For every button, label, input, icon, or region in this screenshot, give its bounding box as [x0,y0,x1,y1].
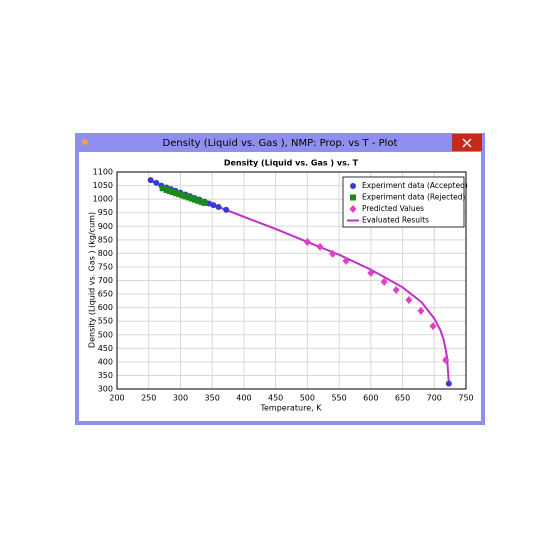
close-icon [462,138,472,148]
y-tick-label: 1050 [93,181,113,190]
point [429,322,437,331]
x-tick-label: 400 [236,394,251,403]
y-tick-label: 350 [98,371,113,380]
point [442,355,450,364]
y-tick-label: 400 [98,357,113,366]
x-tick-label: 500 [300,394,315,403]
x-axis-label: Temperature, K [259,404,322,413]
legend-swatch [349,205,357,213]
legend-label: Evaluated Results [362,216,429,225]
chart-title: Density (Liquid vs. Gas ) vs. T [224,159,359,168]
point [210,202,217,209]
y-tick-label: 450 [98,344,113,353]
x-tick-label: 250 [141,394,156,403]
x-tick-label: 700 [427,394,442,403]
point [417,306,425,315]
x-tick-label: 600 [363,394,378,403]
y-tick-label: 300 [98,385,113,394]
plot-border [116,171,467,390]
legend-label: Predicted Values [362,204,424,213]
y-axis-label: Density (Liquid vs. Gas ) (kg/cum) [88,212,97,348]
y-tick-label: 850 [98,235,113,244]
point [215,203,222,210]
window-title: Density (Liquid vs. Gas ), NMP: Prop. vs… [163,138,398,149]
x-tick-label: 450 [268,394,283,403]
point [166,187,173,194]
point [192,196,199,203]
point [316,242,324,251]
point [182,193,189,200]
x-tick-label: 350 [205,394,220,403]
point [342,256,350,265]
y-tick-label: 600 [98,303,113,312]
point [176,191,183,198]
window-icon [82,139,88,145]
y-tick-label: 550 [98,317,113,326]
point [173,190,180,197]
legend-label: Experiment data (Rejected) [362,193,466,202]
point [367,268,375,277]
point [445,380,452,387]
legend-swatch [350,183,356,189]
y-tick-label: 800 [98,249,113,258]
point [201,199,208,206]
x-tick-label: 300 [173,394,188,403]
point [303,237,311,246]
x-tick-label: 550 [331,394,346,403]
legend-swatch [350,194,356,201]
y-tick-label: 1100 [93,168,113,177]
point [159,185,166,192]
point [329,249,337,258]
y-tick-label: 950 [98,208,113,217]
point [163,186,170,193]
point [198,198,205,205]
y-tick-label: 700 [98,276,113,285]
point [169,189,176,196]
plot: 300 350 400 450 500 550 600 650 700 750 800 850 900 9… [93,168,474,403]
x-tick-label: 650 [395,394,410,403]
point [185,194,192,201]
y-tick-label: 900 [98,222,113,231]
point [223,206,230,213]
point [153,179,160,186]
y-tick-label: 1000 [93,195,113,204]
x-tick-label: 750 [458,394,473,403]
y-tick-label: 650 [98,290,113,299]
y-tick-label: 500 [98,330,113,339]
point [179,192,186,199]
point [392,285,400,294]
x-tick-label: 200 [109,394,124,403]
y-tick-label: 750 [98,262,113,271]
point [147,177,154,184]
legend-label: Experiment data (Accepted) [362,181,468,190]
point [195,197,202,204]
point [405,296,413,305]
point [188,195,195,202]
legend-box [342,176,465,228]
point [380,277,388,286]
